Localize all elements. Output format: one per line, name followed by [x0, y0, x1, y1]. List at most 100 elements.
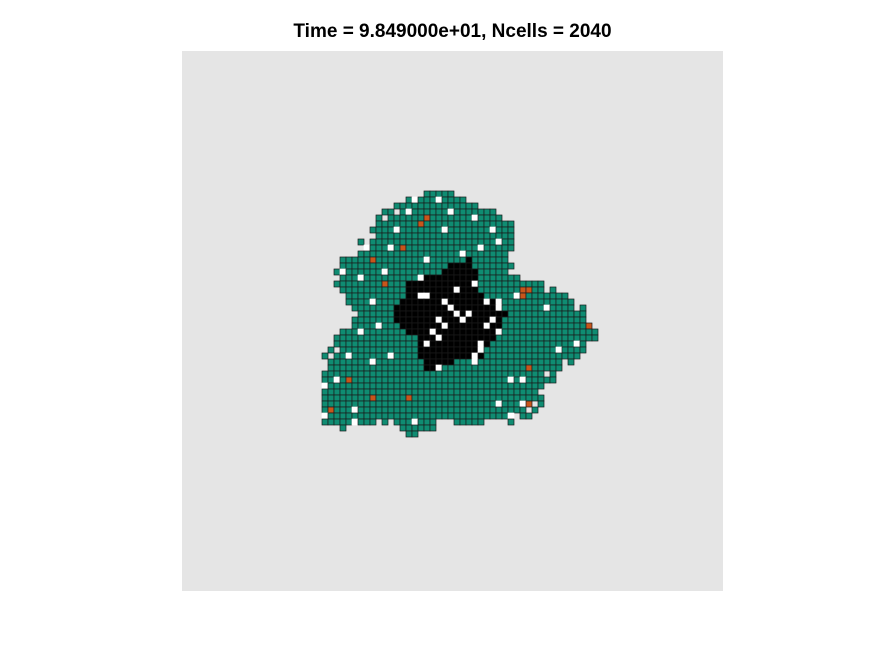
grid-cell — [495, 364, 503, 372]
grid-cell — [501, 232, 509, 240]
grid-cell — [357, 280, 365, 288]
grid-cell — [453, 364, 461, 372]
grid-cell — [441, 250, 449, 258]
grid-cell — [453, 322, 461, 330]
grid-cell — [489, 364, 497, 372]
grid-cell — [447, 298, 455, 306]
grid-cell — [435, 268, 443, 276]
grid-cell — [405, 346, 413, 354]
grid-cell — [441, 328, 449, 336]
grid-cell — [543, 364, 551, 372]
grid-cell — [453, 334, 461, 342]
grid-cell — [447, 316, 455, 324]
grid-cell — [405, 328, 413, 336]
grid-cell — [471, 388, 479, 396]
grid-cell — [447, 370, 455, 378]
grid-cell — [477, 382, 485, 390]
grid-cell — [459, 268, 467, 276]
grid-cell — [429, 406, 437, 414]
grid-cell — [501, 346, 509, 354]
grid-cell — [495, 370, 503, 378]
grid-cell — [501, 316, 509, 324]
grid-cell — [441, 280, 449, 288]
grid-cell — [423, 202, 431, 210]
grid-cell — [369, 340, 377, 348]
grid-cell — [465, 292, 473, 300]
grid-cell — [453, 268, 461, 276]
grid-cell — [465, 232, 473, 240]
grid-cell — [429, 328, 437, 336]
grid-cell — [453, 262, 461, 270]
grid-cell — [435, 298, 443, 306]
grid-cell — [345, 352, 353, 360]
grid-cell — [465, 412, 473, 420]
grid-cell — [471, 370, 479, 378]
grid-cell — [387, 298, 395, 306]
grid-cell — [411, 358, 419, 366]
grid-cell — [525, 376, 533, 384]
grid-cell — [417, 208, 425, 216]
grid-cell — [417, 418, 425, 426]
grid-cell — [435, 280, 443, 288]
grid-cell — [387, 382, 395, 390]
grid-cell — [357, 412, 365, 420]
grid-cell — [525, 292, 533, 300]
grid-cell — [339, 262, 347, 270]
grid-cell — [507, 316, 515, 324]
grid-cell — [429, 334, 437, 342]
grid-cell — [405, 286, 413, 294]
grid-cell — [333, 406, 341, 414]
grid-cell — [447, 328, 455, 336]
grid-cell — [483, 346, 491, 354]
grid-cell — [423, 400, 431, 408]
grid-cell — [333, 364, 341, 372]
grid-cell — [351, 304, 359, 312]
grid-cell — [387, 232, 395, 240]
grid-cell — [549, 370, 557, 378]
grid-cell — [519, 406, 527, 414]
grid-cell — [501, 298, 509, 306]
grid-cell — [375, 322, 383, 330]
grid-cell — [555, 310, 563, 318]
grid-cell — [483, 400, 491, 408]
grid-cell — [327, 364, 335, 372]
grid-cell — [381, 334, 389, 342]
grid-cell — [477, 280, 485, 288]
grid-cell — [483, 262, 491, 270]
grid-cell — [495, 262, 503, 270]
grid-cell — [441, 202, 449, 210]
grid-cell — [369, 346, 377, 354]
grid-cell — [411, 328, 419, 336]
grid-cell — [453, 340, 461, 348]
grid-cell — [453, 250, 461, 258]
grid-cell — [543, 328, 551, 336]
grid-cell — [489, 286, 497, 294]
grid-cell — [375, 250, 383, 258]
grid-cell — [519, 298, 527, 306]
grid-cell — [399, 238, 407, 246]
grid-cell — [327, 346, 335, 354]
grid-cell — [387, 328, 395, 336]
grid-cell — [447, 190, 455, 198]
grid-cell — [501, 292, 509, 300]
grid-cell — [393, 232, 401, 240]
grid-cell — [495, 346, 503, 354]
grid-cell — [447, 268, 455, 276]
grid-cell — [405, 424, 413, 432]
grid-cell — [489, 238, 497, 246]
grid-cell — [447, 388, 455, 396]
grid-cell — [375, 316, 383, 324]
grid-cell — [561, 322, 569, 330]
grid-cell — [351, 376, 359, 384]
grid-cell — [513, 310, 521, 318]
grid-cell — [525, 388, 533, 396]
grid-cell — [417, 406, 425, 414]
grid-cell — [459, 232, 467, 240]
grid-cell — [531, 298, 539, 306]
grid-cell — [393, 370, 401, 378]
grid-cell — [555, 316, 563, 324]
grid-cell — [465, 334, 473, 342]
grid-cell — [567, 310, 575, 318]
grid-cell — [465, 286, 473, 294]
grid-cell — [471, 406, 479, 414]
